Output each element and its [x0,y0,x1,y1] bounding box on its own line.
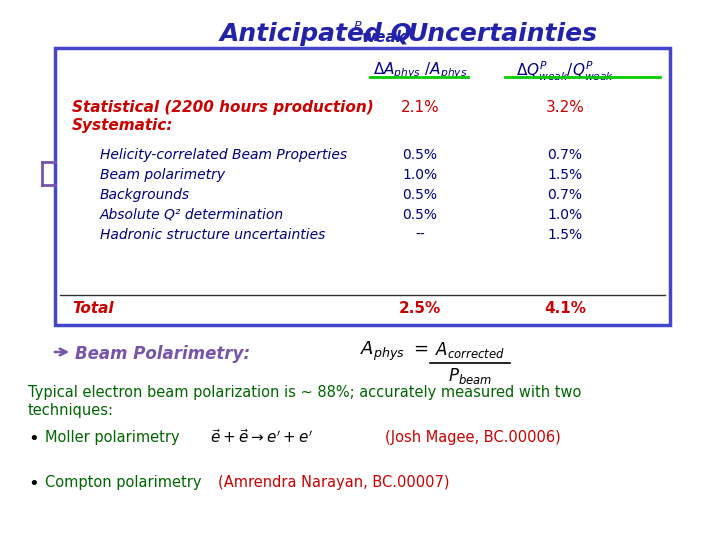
Text: Hadronic structure uncertainties: Hadronic structure uncertainties [100,228,325,242]
Text: •: • [28,430,39,448]
Bar [55,48,670,325]
Text: $\Delta Q^P_{weak}/Q^P_{weak}$: $\Delta Q^P_{weak}/Q^P_{weak}$ [516,60,614,83]
Text: 2.5%: 2.5% [399,301,441,316]
Text: Anticipated Q: Anticipated Q [220,22,413,46]
Text: 0.7%: 0.7% [547,148,582,162]
Text: Uncertainties: Uncertainties [407,22,597,46]
Text: $A_{phys}\ =$: $A_{phys}\ =$ [360,340,428,363]
Text: 3.2%: 3.2% [546,100,585,115]
Text: 1.5%: 1.5% [547,168,582,182]
Text: Helicity-correlated Beam Properties: Helicity-correlated Beam Properties [100,148,347,162]
Text: weak: weak [362,30,407,45]
Text: Systematic:: Systematic: [72,118,174,133]
Text: $\Delta A_{phys}\ /A_{phys}$: $\Delta A_{phys}\ /A_{phys}$ [373,60,467,80]
Text: $P_{beam}$: $P_{beam}$ [448,366,492,386]
Text: 0.5%: 0.5% [402,148,438,162]
Text: Compton polarimetry: Compton polarimetry [45,475,206,490]
Text: Beam polarimetry: Beam polarimetry [100,168,225,182]
Text: •: • [28,475,39,493]
Text: Backgrounds: Backgrounds [100,188,190,202]
Text: $\vec{e}+\vec{e}\rightarrow e^{\prime}+e^{\prime}$: $\vec{e}+\vec{e}\rightarrow e^{\prime}+e… [210,428,313,446]
Text: 4.1%: 4.1% [544,301,586,316]
Text: (Josh Magee, BC.00006): (Josh Magee, BC.00006) [385,430,561,445]
Text: 0.7%: 0.7% [547,188,582,202]
Text: (Amrendra Narayan, BC.00007): (Amrendra Narayan, BC.00007) [218,475,449,490]
Text: 1.5%: 1.5% [547,228,582,242]
Text: Typical electron beam polarization is ~ 88%; accurately measured with two: Typical electron beam polarization is ~ … [28,385,581,400]
Text: Moller polarimetry: Moller polarimetry [45,430,179,445]
Text: $^P$: $^P$ [353,22,363,40]
Text: 0.5%: 0.5% [402,208,438,222]
Text: --: -- [415,228,425,242]
Text: Total: Total [72,301,114,316]
Text: 1.0%: 1.0% [547,208,582,222]
Text: 2.1%: 2.1% [400,100,439,115]
Text: Absolute Q² determination: Absolute Q² determination [100,208,284,222]
Text: 1.0%: 1.0% [402,168,438,182]
Text: 0.5%: 0.5% [402,188,438,202]
Text: $A_{corrected}$: $A_{corrected}$ [435,340,505,360]
Text: Statistical (2200 hours production): Statistical (2200 hours production) [72,100,374,115]
Text: Beam Polarimetry:: Beam Polarimetry: [75,345,250,363]
Text: techniques:: techniques: [28,403,114,418]
